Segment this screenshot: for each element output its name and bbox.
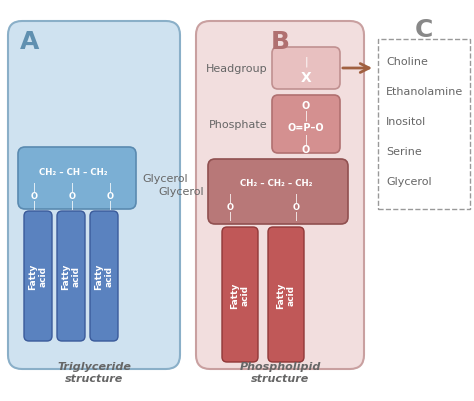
FancyBboxPatch shape [222, 227, 258, 362]
Text: Choline: Choline [386, 57, 428, 67]
Text: O: O [302, 145, 310, 155]
Text: |: | [294, 212, 298, 221]
Text: Serine: Serine [386, 147, 422, 157]
Text: CH₂ – CH₂ – CH₂: CH₂ – CH₂ – CH₂ [240, 179, 312, 188]
Text: X: X [301, 71, 311, 85]
Text: |: | [71, 182, 73, 192]
FancyBboxPatch shape [272, 48, 340, 90]
Text: |: | [33, 200, 36, 209]
Text: Phospholipid
structure: Phospholipid structure [239, 361, 321, 383]
FancyBboxPatch shape [196, 22, 364, 369]
Text: Fatty
acid: Fatty acid [230, 282, 250, 308]
Text: C: C [415, 18, 433, 42]
Text: O: O [107, 192, 113, 200]
FancyBboxPatch shape [57, 211, 85, 341]
Text: |: | [71, 200, 73, 209]
Text: |: | [33, 182, 36, 192]
Text: O: O [302, 101, 310, 111]
FancyBboxPatch shape [268, 227, 304, 362]
Text: Fatty
acid: Fatty acid [276, 282, 296, 308]
Text: |: | [304, 134, 308, 145]
FancyBboxPatch shape [8, 22, 180, 369]
Text: Fatty
acid: Fatty acid [28, 263, 48, 290]
Text: Triglyceride
structure: Triglyceride structure [57, 361, 131, 383]
Text: O: O [227, 203, 234, 212]
Text: Headgroup: Headgroup [206, 64, 268, 74]
Text: Ethanolamine: Ethanolamine [386, 87, 463, 97]
FancyBboxPatch shape [24, 211, 52, 341]
Text: |: | [304, 57, 308, 67]
FancyBboxPatch shape [208, 160, 348, 225]
Text: O=P–O: O=P–O [288, 123, 324, 133]
Text: Fatty
acid: Fatty acid [94, 263, 114, 290]
Text: A: A [20, 30, 40, 54]
Text: Inositol: Inositol [386, 117, 426, 127]
Text: B: B [271, 30, 290, 54]
FancyBboxPatch shape [18, 148, 136, 209]
Text: Phosphate: Phosphate [210, 120, 268, 130]
Text: Glycerol: Glycerol [142, 174, 188, 184]
Text: Fatty
acid: Fatty acid [61, 263, 81, 290]
Text: O: O [30, 192, 37, 200]
Text: |: | [228, 194, 231, 203]
Text: CH₂ – CH – CH₂: CH₂ – CH – CH₂ [39, 168, 107, 176]
Text: |: | [109, 200, 111, 209]
FancyBboxPatch shape [272, 96, 340, 154]
Text: |: | [109, 182, 111, 192]
Text: |: | [294, 194, 298, 203]
Text: Glycerol: Glycerol [158, 187, 204, 197]
Text: O: O [69, 192, 75, 200]
Text: |: | [304, 110, 308, 121]
Text: Glycerol: Glycerol [386, 176, 432, 186]
Text: |: | [228, 212, 231, 221]
Bar [378, 40, 470, 209]
Text: O: O [292, 203, 300, 212]
FancyBboxPatch shape [90, 211, 118, 341]
